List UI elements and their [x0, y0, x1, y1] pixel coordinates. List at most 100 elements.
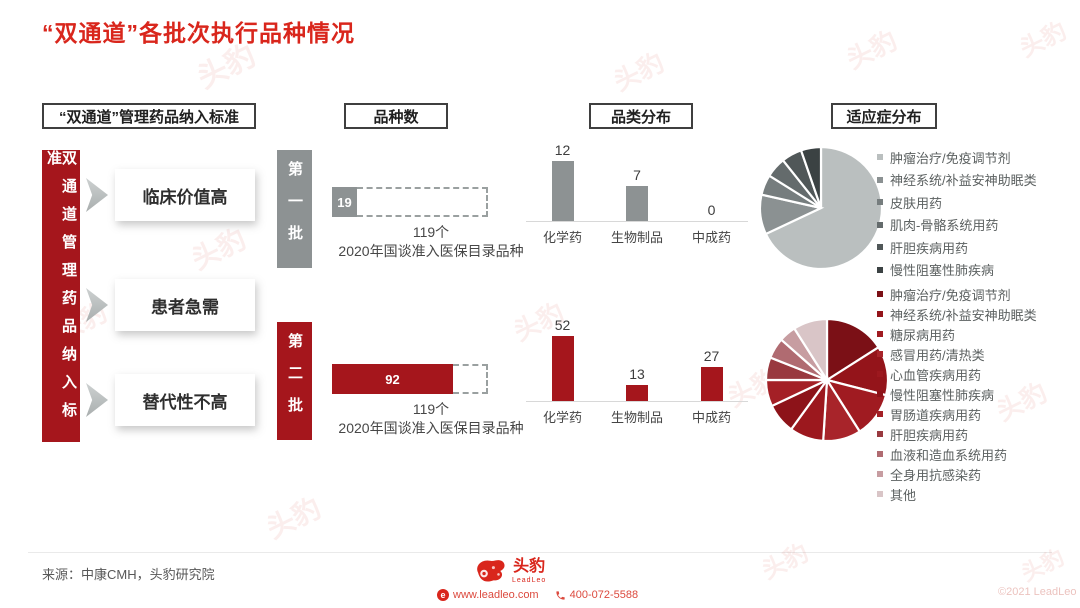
bar-value-label: 52	[554, 317, 571, 333]
progress-caption: 119个 2020年国谈准入医保目录品种	[316, 400, 546, 438]
legend-bullet-icon	[877, 371, 883, 377]
category-label: 生物制品	[610, 410, 663, 425]
progress-remainder	[357, 187, 488, 217]
chevron-right-icon	[86, 288, 108, 322]
legend-label: 其他	[890, 487, 917, 503]
bar-value-label: 13	[629, 366, 645, 382]
category-label: 化学药	[542, 410, 582, 425]
legend-item: 肝胆疾病用药	[877, 236, 1037, 259]
progress-track: 19	[332, 187, 488, 217]
total-label: 119个	[412, 401, 450, 417]
batch1-indication-pie	[757, 144, 885, 277]
header-criteria: “双通道”管理药品纳入标准	[42, 103, 256, 129]
batch1-indication-legend: 肿瘤治疗/免疫调节剂神经系统/补益安神助眠类 皮肤用药肌肉-骨骼系统用药肝胆疾病用…	[877, 146, 1037, 281]
legend-label: 皮肤用药	[890, 195, 943, 211]
batch1-variety-count-chart: 19 119个 2020年国谈准入医保目录品种	[332, 187, 562, 261]
legend-item: 心血管疾病用药	[877, 364, 1037, 384]
legend-bullet-icon	[877, 266, 883, 273]
batch1-label-bar: 第一批	[277, 150, 312, 268]
legend-label: 心血管疾病用药	[890, 367, 982, 383]
criteria-vertical-label: 双通道管理药品纳入标准	[45, 150, 77, 430]
legend-item: 全身用抗感染药	[877, 464, 1037, 484]
legend-item: 血液和造血系统用药	[877, 444, 1037, 464]
legend-bullet-icon	[877, 411, 883, 417]
legend-bullet-icon	[877, 471, 883, 477]
legend-item: 肿瘤治疗/免疫调节剂	[877, 284, 1037, 304]
brand-watermark: 头豹	[186, 223, 251, 276]
header-variety-count: 品种数	[344, 103, 448, 129]
legend-label: 感冒用药/清热类	[890, 347, 985, 363]
legend-item: 糖尿病用药	[877, 324, 1037, 344]
phone-icon	[555, 590, 565, 600]
category-label: 中成药	[691, 230, 731, 245]
leadleo-logo: 头豹 LeadLeo	[473, 557, 546, 585]
total-note: 2020年国谈准入医保目录品种	[338, 242, 524, 259]
bar	[700, 367, 723, 401]
legend-bullet-icon	[877, 176, 883, 183]
header-category-dist: 品类分布	[589, 103, 693, 129]
legend-item: 感冒用药/清热类	[877, 344, 1037, 364]
legend-item: 其他	[877, 484, 1037, 504]
batch1-label: 第一批	[286, 161, 303, 257]
category-label: 中成药	[691, 410, 731, 425]
legend-bullet-icon	[877, 221, 883, 228]
header-indication-dist: 适应症分布	[831, 103, 937, 129]
logo-subtext: LeadLeo	[512, 576, 547, 584]
legend-item: 肿瘤治疗/免疫调节剂	[877, 146, 1037, 169]
bar-column: 0	[675, 202, 748, 221]
batch1-category-chart: 12 7 0 化学药 生物制品 中成药	[526, 142, 748, 246]
bar	[626, 186, 648, 221]
criteria-item-patient-need: 患者急需	[115, 279, 255, 331]
brand-watermark: 头豹	[1017, 544, 1068, 587]
batch2-label: 第二批	[286, 333, 303, 429]
progress-remainder	[453, 364, 488, 394]
batch2-indication-legend: 肿瘤治疗/免疫调节剂神经系统/补益安神助眠类 糖尿病用药感冒用药/清热类 心血管疾病…	[877, 284, 1037, 504]
page-title: “双通道”各批次执行品种情况	[42, 20, 355, 46]
phone-number: 400-072-5588	[569, 589, 639, 601]
bar	[551, 336, 574, 401]
progress-fill: 19	[332, 187, 357, 217]
legend-bullet-icon	[877, 311, 883, 317]
bar-plot: 52 13 27	[526, 317, 748, 402]
legend-label: 神经系统/补益安神助眠类	[890, 173, 1037, 189]
legend-item: 慢性阻塞性肺疾病	[877, 259, 1037, 282]
legend-label: 慢性阻塞性肺疾病	[890, 387, 995, 403]
leadleo-leopard-icon	[477, 560, 505, 582]
website-url: www.leadleo.com	[453, 589, 539, 601]
legend-item: 神经系统/补益安神助眠类	[877, 304, 1037, 324]
legend-bullet-icon	[877, 199, 883, 206]
bar	[626, 385, 648, 401]
pie-slice	[792, 317, 829, 384]
legend-bullet-icon	[877, 244, 883, 251]
legend-label: 神经系统/补益安神助眠类	[890, 307, 1037, 323]
batch2-label-bar: 第二批	[277, 322, 312, 440]
category-axis: 化学药 生物制品 中成药	[526, 227, 748, 246]
pie-slice	[825, 317, 881, 383]
legend-label: 肌肉-骨骼系统用药	[890, 218, 999, 234]
legend-item: 肌肉-骨骼系统用药	[877, 214, 1037, 237]
batch2-variety-count-chart: 92 119个 2020年国谈准入医保目录品种	[332, 364, 562, 438]
footer-divider	[28, 552, 1052, 553]
legend-item: 皮肤用药	[877, 191, 1037, 214]
bar-plot: 12 7 0	[526, 142, 748, 222]
progress-caption: 119个 2020年国谈准入医保目录品种	[316, 223, 546, 261]
bar	[551, 161, 574, 221]
total-note: 2020年国谈准入医保目录品种	[338, 419, 524, 436]
legend-bullet-icon	[877, 451, 883, 457]
brand-watermark: 头豹	[608, 46, 669, 97]
category-label: 生物制品	[610, 230, 663, 245]
total-label: 119个	[412, 224, 450, 240]
pie-slice	[799, 145, 823, 209]
website-icon: e	[437, 589, 449, 601]
legend-item: 神经系统/补益安神助眠类	[877, 169, 1037, 192]
bar-column: 52	[526, 317, 599, 401]
category-axis: 化学药 生物制品 中成药	[526, 407, 748, 426]
criteria-item-clinical-value: 临床价值高	[115, 169, 255, 221]
legend-label: 血液和造血系统用药	[890, 447, 1008, 463]
legend-label: 肿瘤治疗/免疫调节剂	[890, 287, 1011, 303]
copyright: ©2021 LeadLeo	[998, 586, 1077, 598]
bar-value-label: 7	[633, 167, 641, 183]
legend-item: 胃肠道疾病用药	[877, 404, 1037, 424]
category-label: 化学药	[542, 230, 582, 245]
criteria-vertical-bar: 双通道管理药品纳入标准	[42, 150, 80, 442]
